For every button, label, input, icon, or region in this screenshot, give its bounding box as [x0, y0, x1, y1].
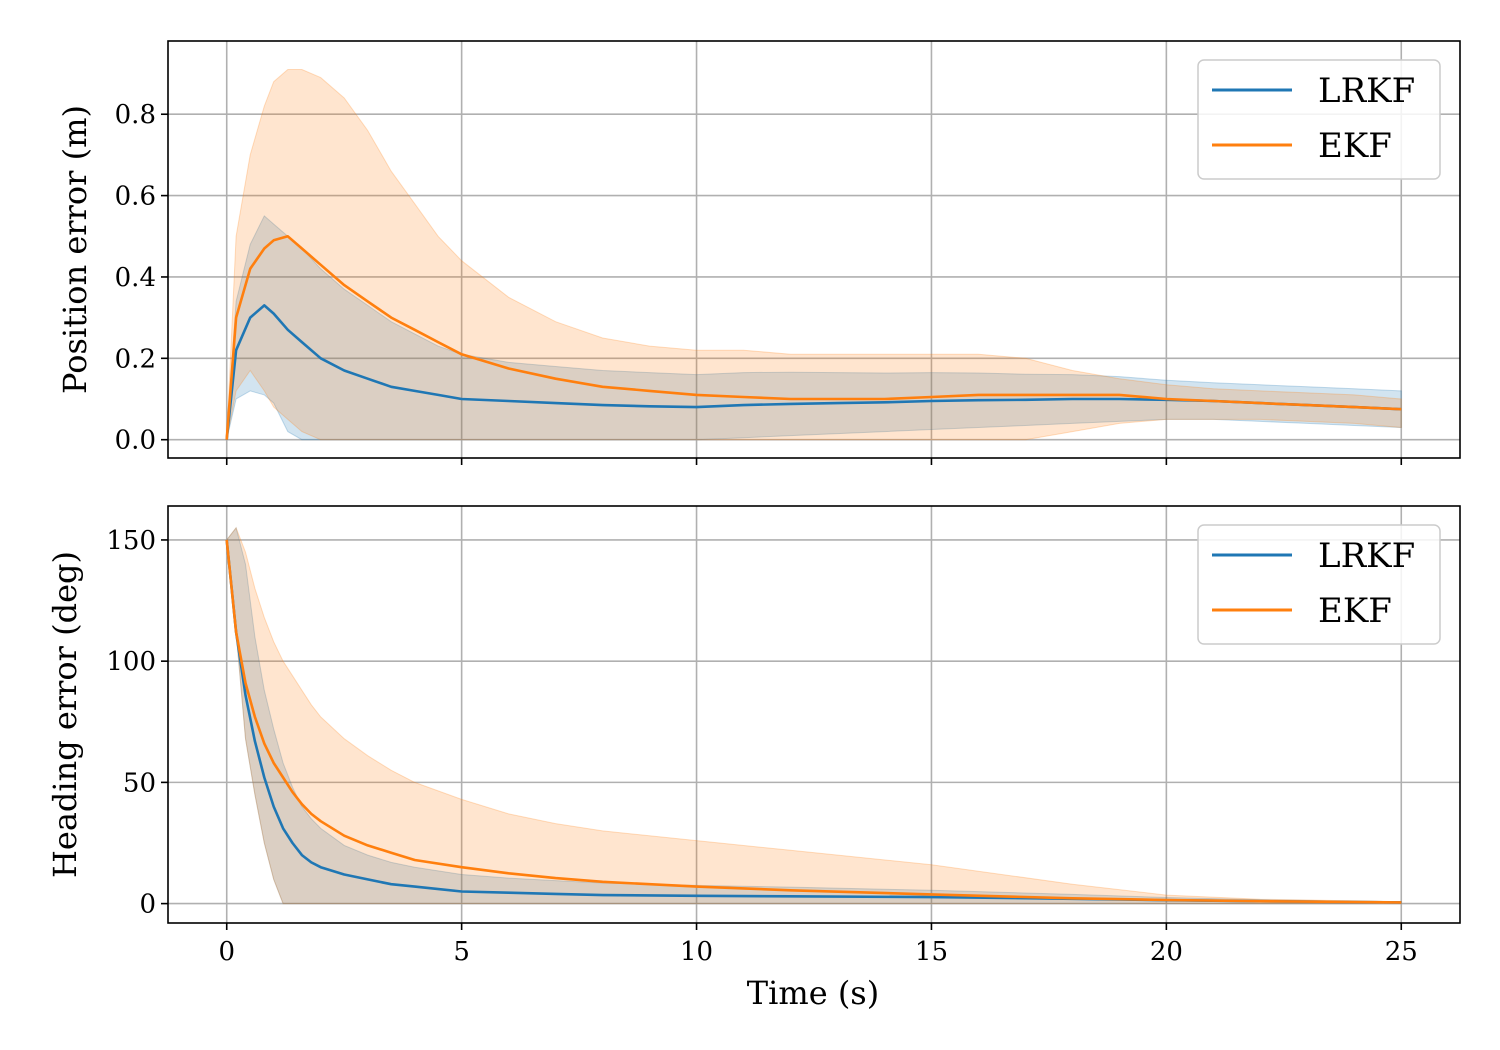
y-tick-label: 0.2: [115, 344, 156, 374]
x-tick-label: 25: [1385, 937, 1418, 967]
x-tick-label: 10: [680, 937, 713, 967]
legend: LRKF EKF: [1197, 59, 1441, 180]
y-axis-label: Heading error (deg): [46, 551, 84, 878]
y-axis-label: Position error (m): [56, 105, 94, 394]
x-tick-label: 0: [218, 937, 235, 967]
legend-label-ekf: EKF: [1318, 591, 1392, 631]
axes-frame: [167, 40, 1461, 459]
y-tick-label: 0.6: [115, 182, 156, 212]
x-tick-label: 5: [453, 937, 470, 967]
y-tick-label: 0.4: [115, 263, 156, 293]
legend-label-ekf: EKF: [1318, 126, 1392, 166]
ekf-confidence-band: [226, 69, 1402, 441]
ekf-mean-line: [225, 539, 1402, 904]
y-tick-label: 150: [106, 526, 156, 556]
position-error-panel: 0.0 0.2 0.4 0.6 0.8 Position error (m) LRKF EKF: [56, 40, 1461, 465]
y-tick-label: 0.8: [115, 100, 156, 130]
x-axis-label: Time (s): [747, 974, 879, 1012]
y-tick-label: 0.0: [115, 426, 156, 456]
heading-error-panel: 0 5 10 15 20 25 0 50 100 150 Heading error (deg) LR…: [46, 505, 1461, 967]
y-tick-label: 0: [139, 890, 156, 920]
lrkf-mean-line: [225, 304, 1402, 440]
x-tick-label: 15: [915, 937, 948, 967]
ekf-mean-line: [225, 235, 1402, 440]
x-tick-label: 20: [1150, 937, 1183, 967]
axes-frame: [167, 505, 1461, 924]
legend-label-lrkf: LRKF: [1318, 536, 1415, 576]
gridlines: [168, 506, 1460, 923]
ekf-confidence-band: [226, 526, 1402, 905]
lrkf-confidence-band: [226, 526, 1402, 905]
legend: LRKF EKF: [1197, 524, 1441, 645]
y-tick-label: 50: [123, 768, 156, 798]
plot-area: [225, 69, 1402, 441]
y-tick-label: 100: [106, 647, 156, 677]
lrkf-mean-line: [225, 539, 1402, 904]
legend-label-lrkf: LRKF: [1318, 71, 1415, 111]
plot-area: [225, 526, 1402, 905]
